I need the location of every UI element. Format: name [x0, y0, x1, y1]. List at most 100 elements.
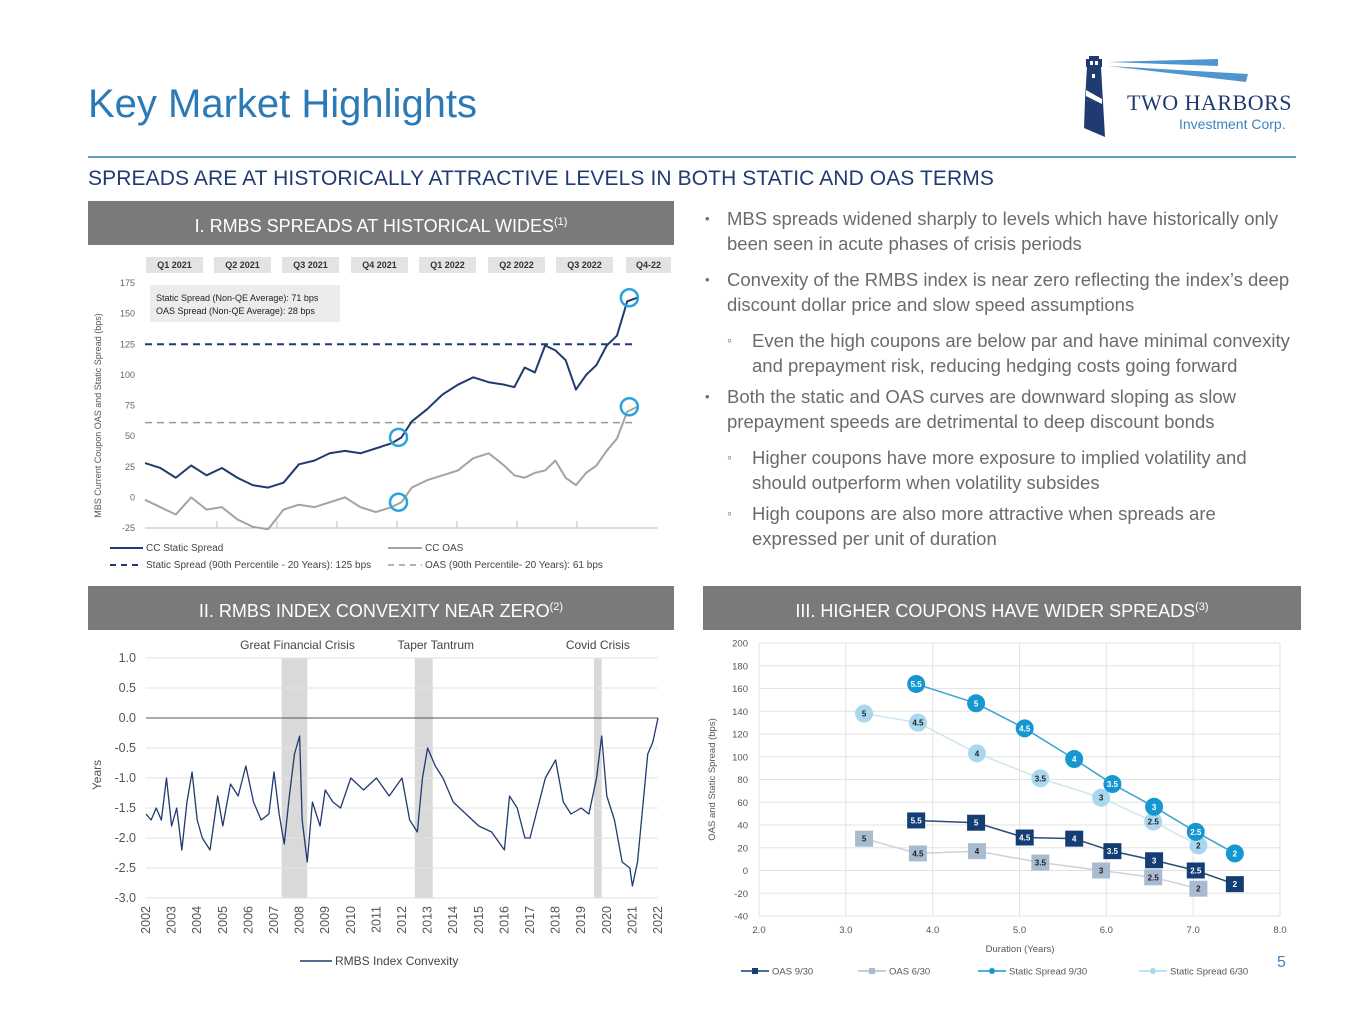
- legend-marker: [989, 968, 995, 974]
- x-tick-label: 2022: [651, 906, 665, 934]
- y-axis-label: MBS Current Coupon OAS and Static Spread…: [93, 313, 103, 518]
- data-point: [855, 830, 874, 847]
- data-label: 5: [862, 710, 867, 719]
- data-point: [907, 674, 926, 693]
- quarter-label: Q1 2022: [419, 257, 476, 273]
- y-tick-label: -2.5: [114, 861, 136, 875]
- static-spread-line: [144, 296, 638, 489]
- x-tick-label: 2021: [625, 906, 639, 934]
- x-tick-label: 5.0: [1013, 925, 1026, 936]
- convexity-chart: Great Financial Crisis Taper Tantrum Covid…: [90, 638, 665, 968]
- data-label: 4: [1072, 835, 1077, 844]
- quarter-label: Q2 2022: [488, 257, 545, 273]
- data-label: 3.5: [1107, 847, 1119, 856]
- logo-tagline: Investment Corp.: [1179, 116, 1286, 132]
- x-tick-label: 2005: [216, 906, 230, 934]
- data-point: [1065, 830, 1084, 847]
- lighthouse-icon: [1084, 56, 1248, 137]
- y-tick-label: 25: [125, 462, 135, 472]
- sub-bullet-item: High coupons are also more attractive wh…: [705, 501, 1305, 551]
- x-tick-label: 2009: [318, 906, 332, 934]
- footnote-marker: (2): [549, 601, 564, 613]
- highlight-circle: [619, 396, 640, 417]
- sub-bullet-item: Even the high coupons are below par and …: [705, 328, 1305, 378]
- y-tick-label: -1.0: [114, 771, 136, 785]
- highlight-circle: [619, 287, 640, 308]
- annotation-text: Static Spread (Non-QE Average): 71 bps: [156, 293, 319, 303]
- data-label: 4: [1072, 755, 1077, 764]
- data-point: [1145, 797, 1164, 816]
- quarter-label: Q4 2021: [351, 257, 408, 273]
- y-tick-label: 80: [737, 775, 748, 786]
- legend-label: Static Spread 6/30: [1170, 967, 1248, 978]
- quarter-label: Q2 2021: [214, 257, 271, 273]
- data-point: [1144, 812, 1163, 831]
- data-point: [1189, 836, 1208, 855]
- data-point: [1092, 862, 1111, 879]
- y-tick-label: 1.0: [119, 651, 136, 665]
- y-tick-label: -40: [734, 912, 748, 923]
- data-point: [1186, 862, 1205, 879]
- y-tick-label: 160: [732, 684, 748, 695]
- oas-line: [144, 405, 638, 531]
- y-tick-label: 120: [732, 730, 748, 741]
- panel-header-coupons: III. HIGHER COUPONS HAVE WIDER SPREADS(3…: [703, 586, 1301, 630]
- x-tick-label: 2004: [190, 906, 204, 934]
- legend-label: OAS 9/30: [772, 967, 813, 978]
- y-tick-label: 0.5: [119, 681, 136, 695]
- y-tick-label: 125: [120, 339, 135, 349]
- data-label: 3: [1099, 867, 1104, 876]
- x-tick-label: 7.0: [1187, 925, 1200, 936]
- quarter-label: Q4-22: [626, 257, 671, 273]
- y-tick-label: 175: [120, 278, 135, 288]
- y-tick-label: 40: [737, 821, 748, 832]
- legend-static-label: CC Static Spread: [146, 543, 223, 554]
- logo-name: TWO HARBORS: [1127, 90, 1293, 115]
- data-label: 2.5: [1148, 873, 1160, 882]
- legend-label: Static Spread 9/30: [1009, 967, 1087, 978]
- panel-title: III. HIGHER COUPONS HAVE WIDER SPREADS: [795, 601, 1196, 621]
- y-tick-label: 140: [732, 707, 748, 718]
- x-tick-label: 2016: [497, 906, 511, 934]
- company-logo: TWO HARBORS Investment Corp.: [1078, 52, 1303, 142]
- data-label: 3.5: [1035, 859, 1047, 868]
- sub-bullet-item: Higher coupons have more exposure to imp…: [705, 445, 1305, 495]
- data-point: [1144, 869, 1163, 886]
- period-label: Covid Crisis: [566, 638, 630, 652]
- period-label: Great Financial Crisis: [240, 638, 355, 652]
- data-label: 5.5: [911, 680, 923, 689]
- data-point: [855, 704, 874, 723]
- data-label: 2: [1233, 849, 1238, 858]
- data-label: 5: [974, 819, 979, 828]
- data-point: [1225, 876, 1244, 893]
- annotation-box: [150, 285, 340, 322]
- x-tick-label: 2006: [241, 906, 255, 934]
- x-tick-label: 2019: [574, 906, 588, 934]
- legend-marker: [1150, 968, 1156, 974]
- x-tick-label: 2003: [165, 906, 179, 934]
- data-label: 3: [1099, 794, 1104, 803]
- legend-label: RMBS Index Convexity: [335, 954, 458, 968]
- highlight-circle: [388, 492, 409, 513]
- data-point: [967, 694, 986, 713]
- data-point: [907, 812, 926, 829]
- data-point: [1186, 822, 1205, 841]
- data-point: [1145, 852, 1164, 869]
- y-tick-label: 150: [120, 309, 135, 319]
- panel-title: I. RMBS SPREADS AT HISTORICAL WIDES: [194, 216, 554, 236]
- data-label: 4: [975, 749, 980, 758]
- data-label: 2.5: [1148, 818, 1160, 827]
- data-label: 4: [975, 847, 980, 856]
- page-number: 5: [1277, 954, 1286, 971]
- period-label: Taper Tantrum: [398, 638, 474, 652]
- data-label: 5.5: [911, 816, 923, 825]
- data-point: [1103, 843, 1122, 860]
- legend-oas-label: CC OAS: [425, 543, 464, 554]
- convexity-line: [145, 717, 659, 887]
- data-label: 3.5: [1035, 774, 1047, 783]
- x-tick-label: 2.0: [752, 925, 765, 936]
- data-label: 2.5: [1190, 867, 1202, 876]
- y-tick-label: 0: [130, 492, 135, 502]
- panel-title: II. RMBS INDEX CONVEXITY NEAR ZERO: [198, 601, 550, 621]
